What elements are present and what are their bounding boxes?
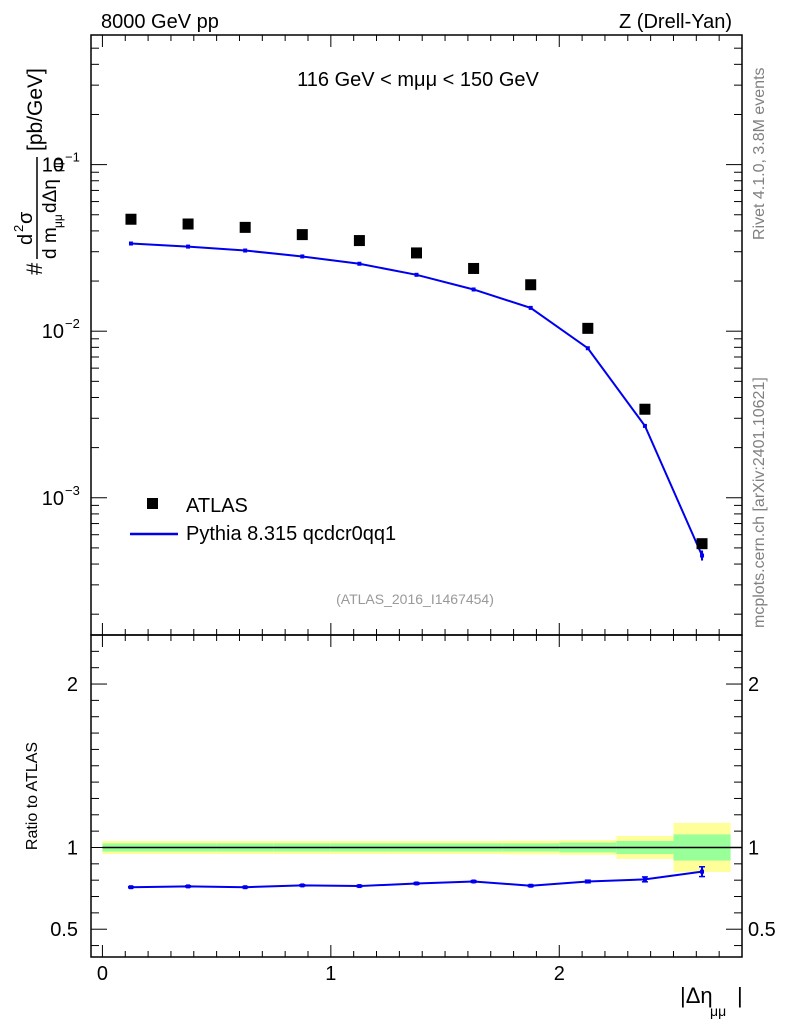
ylabel-unit: [pb/GeV] (24, 68, 47, 151)
atlas-point (639, 403, 651, 415)
ratio-pythia-point (300, 883, 305, 888)
ylabel-denominator-mumu-2: μμ (51, 158, 65, 172)
ylabel-denominator-deta: dΔη (40, 179, 61, 213)
ylabel-denominator-mumu-1: μμ (51, 214, 65, 228)
xlabel-main: |Δη (680, 983, 713, 1008)
pythia-point (471, 287, 476, 292)
ratio-pythia-point (357, 884, 362, 889)
atlas-point (182, 218, 194, 230)
main-ytick-exponent: −1 (65, 150, 80, 165)
pythia-point (243, 248, 248, 253)
ratio-ytick-label-left: 1 (67, 837, 78, 859)
ratio-ylabel: Ratio to ATLAS (24, 742, 41, 850)
xlabel-end: | (737, 983, 743, 1008)
legend-pythia-label: Pythia 8.315 qcdcr0qq1 (186, 523, 396, 545)
main-ylabel: # d 2 σ d m μμ dΔη μμ [pb/GeV] (11, 68, 65, 275)
ratio-pythia-point (700, 869, 705, 874)
pythia-point (642, 423, 647, 428)
mcplots-label: mcplots.cern.ch [arXiv:2401.10621] (751, 377, 768, 628)
atlas-point (468, 262, 480, 274)
ratio-xtick-label: 0 (97, 963, 108, 985)
main-ytick-label: 10 (42, 321, 64, 343)
atlas-point (125, 213, 137, 225)
reference-label: (ATLAS_2016_I1467454) (336, 591, 494, 607)
pythia-point (128, 241, 133, 246)
atlas-point (582, 322, 594, 334)
ratio-frame (90, 634, 743, 958)
pythia-point (414, 272, 419, 277)
process-label: Z (Drell-Yan) (619, 11, 732, 33)
legend-atlas-marker (147, 498, 158, 509)
ratio-xtick-label: 2 (554, 963, 565, 985)
pythia-point (186, 244, 191, 249)
ylabel-numerator-sigma: σ (15, 211, 37, 224)
ratio-pythia-point (186, 884, 191, 889)
ratio-pythia-point (128, 885, 133, 890)
main-ytick-exponent: −2 (65, 316, 80, 331)
ratio-ytick-label-left: 0.5 (50, 919, 78, 941)
main-ytick-label: 10 (42, 155, 64, 177)
main-panel: 10−310−210−1 (42, 34, 743, 636)
ratio-pythia-point (642, 877, 647, 882)
atlas-point (411, 247, 422, 259)
pythia-point (528, 305, 533, 310)
ylabel-denominator-dm: d m (40, 227, 61, 259)
atlas-point (239, 221, 251, 233)
main-title: 116 GeV < mμμ < 150 GeV (297, 69, 539, 91)
ratio-pythia-point (243, 885, 248, 890)
atlas-point (525, 279, 537, 291)
energy-label: 8000 GeV pp (101, 11, 219, 33)
atlas-point (353, 235, 365, 247)
pythia-point (300, 254, 305, 259)
main-ytick-label: 10 (42, 488, 64, 510)
ratio-pythia-point (528, 883, 533, 888)
ratio-pythia-point (471, 879, 476, 884)
atlas-point (696, 538, 708, 550)
rivet-label: Rivet 4.1.0, 3.8M events (751, 67, 768, 240)
xlabel-sub: μμ (710, 1003, 726, 1019)
ylabel-hash: # (22, 262, 47, 275)
x-axis-label: |Δη μμ | (680, 983, 743, 1019)
ratio-ytick-label-left: 2 (67, 674, 78, 696)
ratio-pythia-point (585, 879, 590, 884)
atlas-point (296, 229, 308, 241)
ratio-pythia-point (414, 881, 419, 886)
main-ytick-exponent: −3 (65, 483, 80, 498)
main-frame (90, 34, 743, 636)
ylabel-numerator-2: 2 (11, 225, 26, 232)
pythia-point (585, 346, 590, 351)
pythia-point (357, 261, 362, 266)
ratio-panel: 0.5 0.5 1 1 2 2 0 1 2 (50, 634, 776, 985)
ratio-xtick-label: 1 (325, 963, 336, 985)
ylabel-numerator-d: d (15, 234, 37, 245)
legend-atlas-label: ATLAS (186, 495, 248, 517)
ratio-ytick-label-right: 1 (748, 837, 759, 859)
ratio-ytick-label-right: 0.5 (748, 919, 776, 941)
ratio-ytick-label-right: 2 (748, 674, 759, 696)
